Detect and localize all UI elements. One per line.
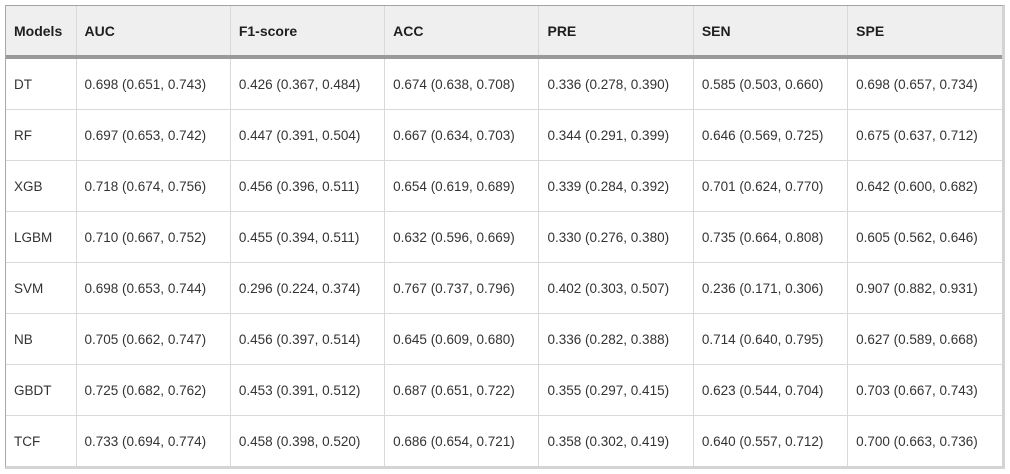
metric-cell: 0.330 (0.276, 0.380) (538, 211, 694, 263)
metric-cell: 0.675 (0.637, 0.712) (847, 109, 1002, 161)
column-header-f1-score: F1-score (230, 6, 386, 59)
metric-cell: 0.701 (0.624, 0.770) (693, 160, 849, 212)
table-row: RF 0.697 (0.653, 0.742) 0.447 (0.391, 0.… (6, 109, 1002, 161)
metric-cell: 0.456 (0.396, 0.511) (230, 160, 386, 212)
metric-cell: 0.698 (0.657, 0.734) (847, 57, 1002, 110)
metric-cell: 0.623 (0.544, 0.704) (693, 364, 849, 416)
model-name-cell: GBDT (6, 364, 77, 416)
metric-cell: 0.686 (0.654, 0.721) (384, 415, 540, 466)
metric-cell: 0.907 (0.882, 0.931) (847, 262, 1002, 314)
table-row: SVM 0.698 (0.653, 0.744) 0.296 (0.224, 0… (6, 262, 1002, 314)
metric-cell: 0.627 (0.589, 0.668) (847, 313, 1002, 365)
metric-cell: 0.447 (0.391, 0.504) (230, 109, 386, 161)
metric-cell: 0.667 (0.634, 0.703) (384, 109, 540, 161)
metric-cell: 0.697 (0.653, 0.742) (76, 109, 231, 161)
table-header: Models AUC F1-score ACC PRE SEN SPE (6, 6, 1002, 59)
metric-cell: 0.725 (0.682, 0.762) (76, 364, 231, 416)
metric-cell: 0.700 (0.663, 0.736) (847, 415, 1002, 466)
metric-cell: 0.296 (0.224, 0.374) (230, 262, 386, 314)
model-name-cell: TCF (6, 415, 77, 466)
metric-cell: 0.698 (0.653, 0.744) (76, 262, 231, 314)
metric-cell: 0.642 (0.600, 0.682) (847, 160, 1002, 212)
table-row: DT 0.698 (0.651, 0.743) 0.426 (0.367, 0.… (6, 57, 1002, 110)
table-row: TCF 0.733 (0.694, 0.774) 0.458 (0.398, 0… (6, 415, 1002, 466)
metric-cell: 0.339 (0.284, 0.392) (538, 160, 694, 212)
model-name-cell: DT (6, 57, 77, 110)
metric-cell: 0.674 (0.638, 0.708) (384, 57, 540, 110)
metric-cell: 0.710 (0.667, 0.752) (76, 211, 231, 263)
model-metrics-table: Models AUC F1-score ACC PRE SEN SPE DT 0… (5, 5, 1005, 469)
metric-cell: 0.645 (0.609, 0.680) (384, 313, 540, 365)
column-header-sen: SEN (693, 6, 849, 59)
metric-cell: 0.705 (0.662, 0.747) (76, 313, 231, 365)
metric-cell: 0.455 (0.394, 0.511) (230, 211, 386, 263)
table-row: XGB 0.718 (0.674, 0.756) 0.456 (0.396, 0… (6, 160, 1002, 212)
column-header-models: Models (6, 6, 77, 59)
metric-cell: 0.714 (0.640, 0.795) (693, 313, 849, 365)
model-name-cell: SVM (6, 262, 77, 314)
metric-cell: 0.640 (0.557, 0.712) (693, 415, 849, 466)
metric-cell: 0.735 (0.664, 0.808) (693, 211, 849, 263)
table-row: LGBM 0.710 (0.667, 0.752) 0.455 (0.394, … (6, 211, 1002, 263)
metric-cell: 0.718 (0.674, 0.756) (76, 160, 231, 212)
metric-cell: 0.358 (0.302, 0.419) (538, 415, 694, 466)
metric-cell: 0.698 (0.651, 0.743) (76, 57, 231, 110)
metric-cell: 0.632 (0.596, 0.669) (384, 211, 540, 263)
column-header-pre: PRE (538, 6, 694, 59)
metric-cell: 0.336 (0.282, 0.388) (538, 313, 694, 365)
metric-cell: 0.355 (0.297, 0.415) (538, 364, 694, 416)
metric-cell: 0.458 (0.398, 0.520) (230, 415, 386, 466)
metric-cell: 0.703 (0.667, 0.743) (847, 364, 1002, 416)
column-header-auc: AUC (76, 6, 231, 59)
metric-cell: 0.426 (0.367, 0.484) (230, 57, 386, 110)
metric-cell: 0.733 (0.694, 0.774) (76, 415, 231, 466)
model-name-cell: XGB (6, 160, 77, 212)
table-body: DT 0.698 (0.651, 0.743) 0.426 (0.367, 0.… (6, 57, 1002, 466)
metric-cell: 0.687 (0.651, 0.722) (384, 364, 540, 416)
column-header-acc: ACC (384, 6, 540, 59)
table-row: GBDT 0.725 (0.682, 0.762) 0.453 (0.391, … (6, 364, 1002, 416)
metric-cell: 0.456 (0.397, 0.514) (230, 313, 386, 365)
metric-cell: 0.336 (0.278, 0.390) (538, 57, 694, 110)
metric-cell: 0.646 (0.569, 0.725) (693, 109, 849, 161)
model-name-cell: LGBM (6, 211, 77, 263)
metric-cell: 0.402 (0.303, 0.507) (538, 262, 694, 314)
column-header-spe: SPE (847, 6, 1002, 59)
metric-cell: 0.585 (0.503, 0.660) (693, 57, 849, 110)
metric-cell: 0.344 (0.291, 0.399) (538, 109, 694, 161)
table-row: NB 0.705 (0.662, 0.747) 0.456 (0.397, 0.… (6, 313, 1002, 365)
model-name-cell: RF (6, 109, 77, 161)
metric-cell: 0.453 (0.391, 0.512) (230, 364, 386, 416)
model-name-cell: NB (6, 313, 77, 365)
metric-cell: 0.605 (0.562, 0.646) (847, 211, 1002, 263)
metrics-table: Models AUC F1-score ACC PRE SEN SPE DT 0… (6, 6, 1002, 466)
metric-cell: 0.767 (0.737, 0.796) (384, 262, 540, 314)
metric-cell: 0.236 (0.171, 0.306) (693, 262, 849, 314)
metric-cell: 0.654 (0.619, 0.689) (384, 160, 540, 212)
header-row: Models AUC F1-score ACC PRE SEN SPE (6, 6, 1002, 59)
